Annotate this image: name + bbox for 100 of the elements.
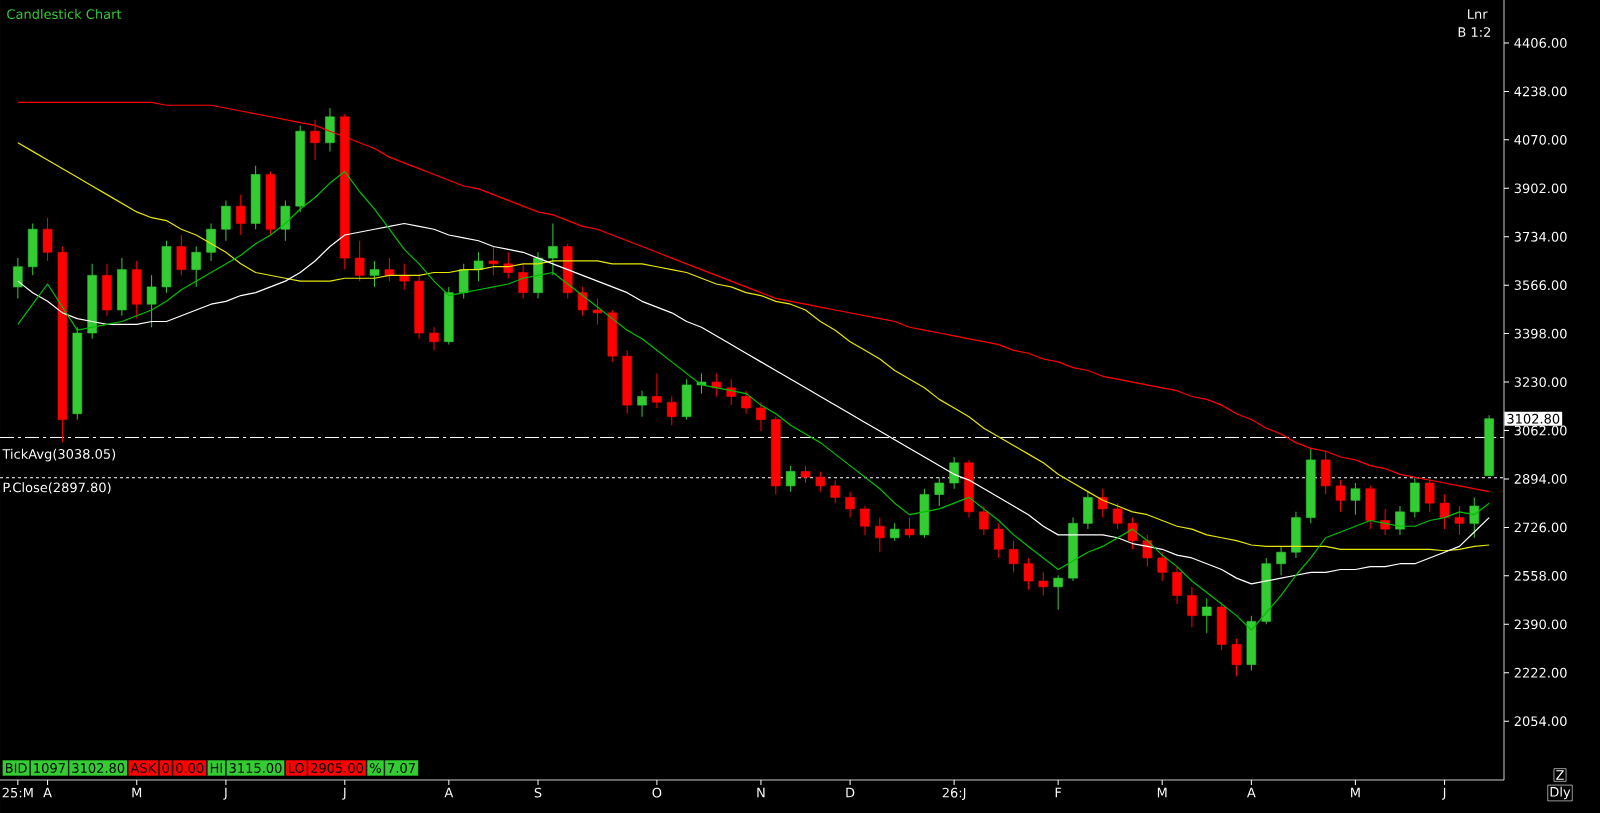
y-tick-label: 2390.00 (1514, 619, 1567, 630)
y-tick-label: 3398.00 (1514, 328, 1567, 339)
candlestick (191, 246, 201, 288)
x-tick-label: A (444, 787, 454, 798)
candlestick (42, 217, 53, 262)
candlestick (1276, 545, 1286, 576)
candlestick (845, 491, 855, 519)
annotation: 0 (162, 763, 169, 773)
candlestick (1127, 517, 1138, 550)
candlestick (488, 246, 499, 276)
candlestick (652, 372, 662, 409)
candlestick (1187, 586, 1197, 628)
candlestick (236, 194, 246, 236)
candlestick (860, 505, 870, 536)
ref-line-label: P.Close(2897.80) (3, 482, 111, 494)
y-tick-label: 2054.00 (1514, 716, 1567, 727)
candlestick (815, 470, 826, 493)
annotation: B 1:2 (1458, 27, 1491, 37)
candlestick (206, 222, 216, 262)
candlestick (949, 456, 959, 490)
candlestick (577, 286, 588, 317)
candlestick (221, 199, 231, 242)
candlestick (429, 326, 439, 351)
candlestick (741, 390, 751, 415)
candlestick (369, 260, 380, 288)
x-tick-label: M (1351, 787, 1360, 798)
candlestick (1231, 638, 1242, 677)
x-tick-label: S (534, 787, 542, 798)
candlestick (176, 234, 187, 276)
annotation: 3102.80 (72, 763, 125, 773)
candlestick (146, 274, 157, 328)
candlestick (756, 401, 766, 432)
candlestick (1097, 488, 1108, 519)
x-tick-label: N (757, 787, 765, 798)
candlestick (1112, 502, 1123, 530)
x-tick-label: M (1157, 787, 1167, 798)
candlestick (785, 465, 796, 493)
x-tick-label: J (223, 787, 227, 800)
candlestick (934, 476, 945, 507)
y-tick-label: 2726.00 (1514, 522, 1567, 533)
text: Dly (1550, 786, 1571, 800)
text: Z (1556, 770, 1564, 780)
annotation: 7.07 (388, 763, 415, 773)
y-tick-label: 3734.00 (1514, 231, 1567, 242)
x-tick-label: O (652, 787, 662, 798)
x-tick-label: A (1247, 787, 1256, 798)
text: 3102.80 (1507, 413, 1560, 424)
x-tick-label: 26:J (942, 787, 966, 800)
candlestick (1454, 505, 1465, 536)
candlestick (384, 257, 395, 282)
annotation: HI (210, 763, 222, 773)
candlestick (548, 222, 558, 276)
y-tick-label: 3566.00 (1514, 280, 1567, 291)
annotation: % (370, 763, 381, 773)
candlestick (830, 479, 840, 504)
candlestick (1023, 557, 1034, 591)
candlestick (904, 517, 915, 539)
y-tick-label: 2558.00 (1514, 570, 1567, 581)
candlestick (993, 522, 1004, 559)
ref-line-label: TickAvg(3038.05) (2, 448, 116, 462)
y-tick-label: 3062.00 (1514, 425, 1567, 436)
candlestick (875, 517, 885, 553)
candlestick (1335, 479, 1346, 513)
y-tick-label: 4406.00 (1514, 38, 1567, 48)
candlestick (1350, 482, 1361, 516)
x-tick-label: J (342, 787, 346, 800)
candlestick (280, 199, 291, 242)
y-tick-label: 3902.00 (1514, 183, 1567, 194)
annotation: Lnr (1468, 9, 1488, 19)
x-tick-label: F (1055, 787, 1062, 798)
x-tick-label: J (1441, 787, 1446, 800)
candlestick (592, 297, 603, 325)
annotation: BID (6, 763, 27, 773)
candlestick (1157, 551, 1167, 582)
x-tick-label: M (132, 787, 142, 798)
y-tick-label: 3230.00 (1514, 377, 1567, 387)
candlestick (1469, 496, 1480, 539)
annotation: ASK (130, 763, 157, 773)
x-tick-label: 25:M (2, 787, 33, 798)
candlestick (1008, 540, 1019, 573)
annotation: LO (289, 763, 305, 773)
candlestick (458, 263, 469, 299)
candlestick (711, 372, 722, 397)
y-tick-label: 4070.00 (1514, 134, 1567, 145)
candlestick (1395, 505, 1405, 536)
text: Candlestick Chart (7, 8, 122, 20)
annotation: 0.00 (176, 763, 204, 773)
x-tick-label: A (43, 787, 52, 798)
candlestick (637, 390, 647, 418)
y-tick-label: 4238.00 (1514, 86, 1567, 97)
candlestick (1038, 571, 1049, 596)
candlestick (13, 257, 23, 299)
candlestick (667, 395, 677, 426)
annotation: 3115.00 (229, 763, 282, 773)
candlestick (518, 263, 528, 299)
candlestick (1053, 574, 1063, 611)
y-tick-label: 2894.00 (1514, 474, 1567, 484)
annotation: 1097 (34, 763, 65, 773)
candlestick (1202, 597, 1212, 634)
candlestick (1172, 566, 1182, 605)
